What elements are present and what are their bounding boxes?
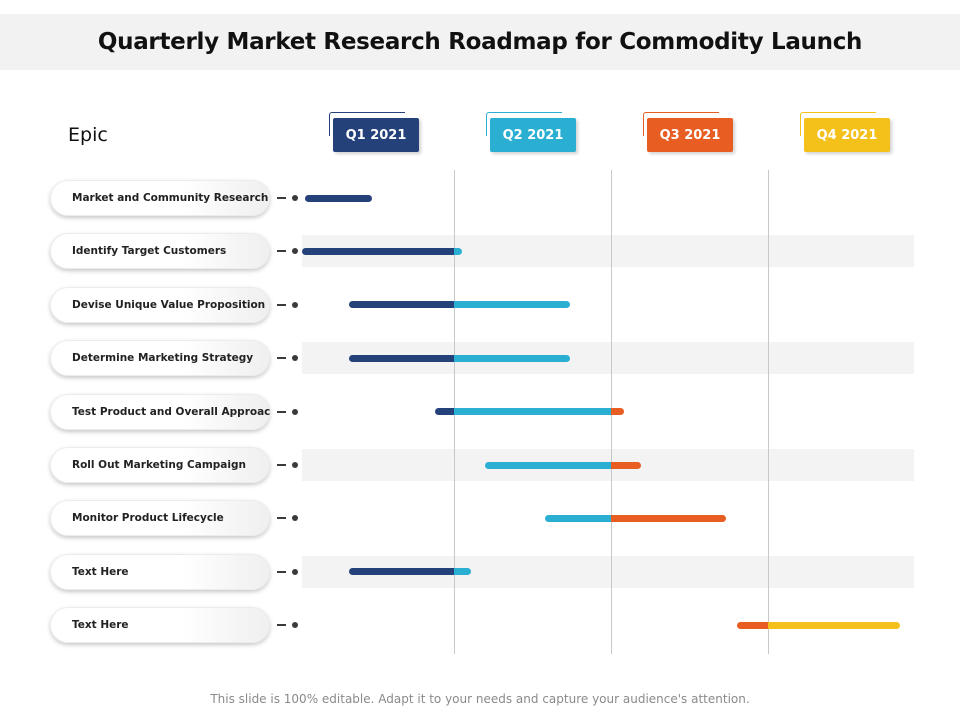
connector-dash (277, 357, 286, 360)
epic-label-pill: Market and Community Research (50, 180, 270, 216)
connector-dash (277, 303, 286, 306)
quarter-header-3: Q3 2021 (643, 112, 733, 152)
gantt-bar-segment-q3 (736, 621, 768, 629)
connector-dot (292, 248, 298, 255)
gantt-bar-segment-q2 (454, 247, 462, 255)
gantt-bar-segment-q3 (611, 408, 624, 416)
epic-label-pill: Determine Marketing Strategy (50, 340, 270, 377)
footer-note: This slide is 100% editable. Adapt it to… (210, 692, 750, 706)
row-connector (277, 462, 299, 468)
quarter-bracket (643, 112, 719, 136)
gantt-bar-segment-q2 (545, 514, 611, 522)
gantt-bar-segment-q2 (454, 408, 611, 416)
connector-dash (277, 570, 286, 573)
connector-dot (292, 408, 298, 415)
row-connector (277, 568, 299, 575)
quarter-header-4: Q4 2021 (800, 112, 890, 152)
quarter-bracket (486, 112, 562, 136)
connector-dash (277, 464, 286, 466)
epic-label-pill: Devise Unique Value Proposition (50, 286, 270, 323)
quarter-header-1: Q1 2021 (329, 112, 419, 152)
quarter-divider (768, 170, 769, 654)
connector-dash (277, 624, 286, 627)
row-connector (277, 622, 299, 629)
quarter-bracket (329, 112, 405, 136)
epic-label-pill: Text Here (50, 607, 270, 644)
gantt-bar-segment-q1 (435, 408, 454, 416)
epic-label-pill: Test Product and Overall Approach (50, 393, 270, 430)
quarter-label: Q3 2021 (647, 118, 733, 152)
gantt-bar-segment-q4 (768, 621, 900, 629)
connector-dash (277, 197, 286, 199)
connector-dash (277, 250, 286, 253)
row-connector (277, 248, 299, 255)
epic-label-pill: Text Here (50, 553, 270, 590)
gantt-bar-segment-q2 (454, 301, 571, 309)
title-bar: Quarterly Market Research Roadmap for Co… (0, 14, 960, 70)
connector-dot (292, 462, 298, 468)
connector-dash (277, 517, 286, 520)
quarter-label: Q4 2021 (804, 118, 890, 152)
epic-label-pill: Identify Target Customers (50, 233, 270, 270)
gantt-bar-segment-q1 (348, 354, 454, 362)
gantt-bar-segment-q1 (348, 301, 454, 309)
row-connector (277, 355, 299, 362)
connector-dot (292, 195, 298, 201)
connector-dash (277, 410, 286, 413)
quarter-bracket (800, 112, 876, 136)
gantt-bar-segment-q3 (611, 514, 726, 522)
page-title: Quarterly Market Research Roadmap for Co… (97, 29, 863, 55)
row-connector (277, 408, 299, 415)
row-connector (277, 515, 299, 522)
quarter-label: Q2 2021 (490, 118, 576, 152)
epic-label-pill: Monitor Product Lifecycle (50, 500, 270, 537)
gantt-bar-segment-q1 (304, 194, 373, 202)
gantt-bar-segment-q2 (454, 568, 472, 576)
connector-dot (292, 515, 298, 522)
quarter-header-2: Q2 2021 (486, 112, 576, 152)
gantt-bar-segment-q2 (485, 461, 611, 469)
connector-dot (292, 355, 298, 362)
gantt-bar-segment-q3 (611, 461, 641, 469)
connector-dot (292, 568, 298, 575)
connector-dot (292, 301, 298, 308)
gantt-bar-segment-q1 (301, 247, 454, 255)
connector-dot (292, 622, 298, 629)
gantt-bar-segment-q1 (348, 568, 454, 576)
row-connector (277, 301, 299, 308)
gantt-bar-segment-q2 (454, 354, 571, 362)
epic-column-header: Epic (68, 124, 108, 146)
epic-label-pill: Roll Out Marketing Campaign (50, 447, 270, 483)
row-connector (277, 195, 299, 201)
quarter-label: Q1 2021 (333, 118, 419, 152)
